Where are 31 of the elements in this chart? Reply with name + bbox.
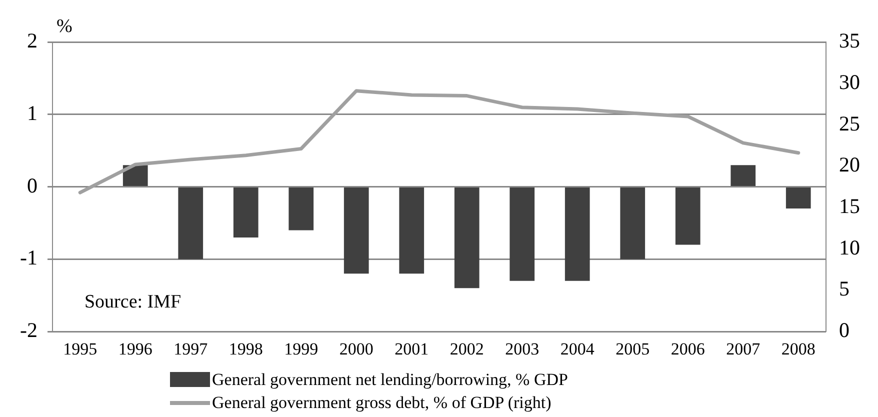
y-axis-title: % xyxy=(56,16,72,37)
x-tick-label: 2004 xyxy=(560,339,595,358)
x-tick-label: 2000 xyxy=(339,339,374,358)
y2-tick-label: 5 xyxy=(839,276,850,301)
y2-tick-label: 15 xyxy=(839,194,860,218)
y2-tick-label: 10 xyxy=(839,235,860,260)
x-tick-label: 1996 xyxy=(118,339,152,358)
y2-tick-label: 30 xyxy=(839,70,860,94)
x-tick-label: 2006 xyxy=(670,339,705,358)
x-tick-label: 2007 xyxy=(726,339,761,358)
y-tick-label: 0 xyxy=(26,173,38,198)
legend-label: General government gross debt, % of GDP (right) xyxy=(212,392,552,414)
y-tick-label: 2 xyxy=(26,28,38,53)
y2-tick-label: 20 xyxy=(839,152,860,177)
y2-tick-label: 25 xyxy=(839,111,860,136)
y2-tick-label: 0 xyxy=(839,318,850,342)
x-tick-label: 2005 xyxy=(616,339,650,358)
x-tick-label: 2002 xyxy=(450,339,484,358)
annotation: Source: IMF xyxy=(84,292,182,313)
y-tick-label: -1 xyxy=(20,246,38,270)
legend-label: General government net lending/borrowing, % GDP xyxy=(212,369,568,391)
x-tick-label: 2001 xyxy=(394,339,429,358)
x-tick-label: 1995 xyxy=(63,339,98,358)
x-tick-label: 1997 xyxy=(174,339,208,358)
x-tick-label: 1998 xyxy=(228,339,263,358)
x-tick-label: 1999 xyxy=(284,339,318,358)
y2-tick-label: 35 xyxy=(839,28,860,53)
y-tick-label: 1 xyxy=(26,100,38,125)
x-tick-label: 2003 xyxy=(505,339,540,358)
y-tick-label: -2 xyxy=(20,318,38,342)
x-tick-label: 2008 xyxy=(781,339,816,358)
